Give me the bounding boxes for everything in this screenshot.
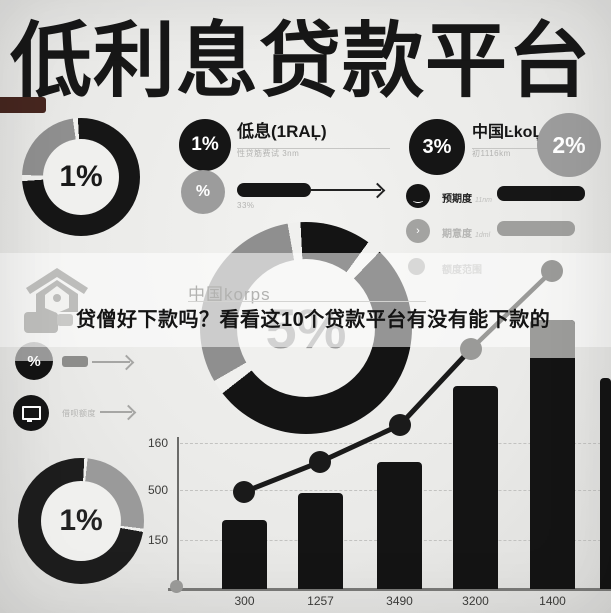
donut-chart-bottom-left: 1% (18, 458, 144, 584)
metric-bar-gray (497, 221, 575, 236)
percent-badge: % (181, 170, 225, 214)
rate-badge-gray: 2% (537, 113, 601, 177)
gridline (180, 443, 611, 444)
metric-label-text: 期意度 (442, 229, 472, 240)
arrow-right-icon (311, 189, 381, 191)
metric-label-text: 预期度 (442, 194, 472, 205)
bar (530, 320, 575, 589)
x-axis-line (168, 588, 611, 591)
metric-row-label: 预期度 11nm (442, 190, 492, 205)
rate-note: 33% (237, 201, 255, 210)
headline-dash (57, 314, 73, 326)
x-axis-label: 1257 (307, 594, 334, 608)
origin-dot (170, 580, 183, 593)
right-panel-subtitle: 初1116km (472, 149, 511, 158)
headline-text: 贷僧好下款吗？看看这10个贷款平台有没有能下款的 (76, 309, 551, 331)
mid-panel-title: 低息(1RAĻ) (237, 117, 390, 149)
trend-line-dot (233, 481, 255, 503)
y-axis-tick: 160 (147, 436, 168, 450)
bar (298, 493, 343, 589)
metric-label-note: 11nm (475, 197, 492, 204)
left-row2-label: 借呗额度 (62, 409, 96, 418)
gridline (180, 490, 611, 491)
house-icon (26, 268, 88, 313)
arrow-right-icon (100, 411, 132, 413)
metric-row-label: 期意度 1dml (442, 225, 490, 240)
small-gray-bar (62, 356, 88, 367)
percent-split-badge: % (15, 342, 53, 380)
bar (453, 386, 498, 589)
rate-bar (237, 183, 311, 197)
brand-underline (188, 301, 426, 302)
metric-bar-black (497, 186, 585, 201)
donut-value: 1% (59, 504, 103, 537)
y-axis-line (177, 437, 179, 590)
chevron-icon: › (406, 219, 430, 243)
gridline (180, 540, 611, 541)
brand-label: 中国korps (188, 285, 271, 304)
metric-label-note: 1dml (475, 232, 491, 239)
arrow-right-icon (92, 361, 130, 363)
bar (222, 520, 267, 589)
x-axis-label: 3200 (462, 594, 489, 608)
bar (600, 378, 611, 589)
rate-badge-black: 3% (409, 119, 465, 175)
bar (377, 462, 422, 589)
x-axis-label: 300 (234, 594, 255, 608)
donut-chart-top-left: 1% (22, 118, 140, 236)
monitor-glyph (21, 406, 41, 422)
low-interest-badge: 1% (179, 119, 231, 171)
smiley-icon: ‿ (406, 184, 430, 208)
photo-artifact (0, 97, 46, 113)
donut-value: 1% (59, 160, 103, 193)
page-title: 低利息贷款平台 (10, 16, 592, 107)
x-axis-label: 1400 (539, 594, 566, 608)
house-icon-base (24, 312, 58, 333)
trend-line-dot (309, 451, 331, 473)
mid-panel-subtitle: 性贷筋费试 3nm (237, 149, 300, 158)
right-panel-title: 中国ĿkoĻ (472, 118, 585, 149)
monitor-icon (13, 395, 49, 431)
x-axis-label: 3490 (386, 594, 413, 608)
